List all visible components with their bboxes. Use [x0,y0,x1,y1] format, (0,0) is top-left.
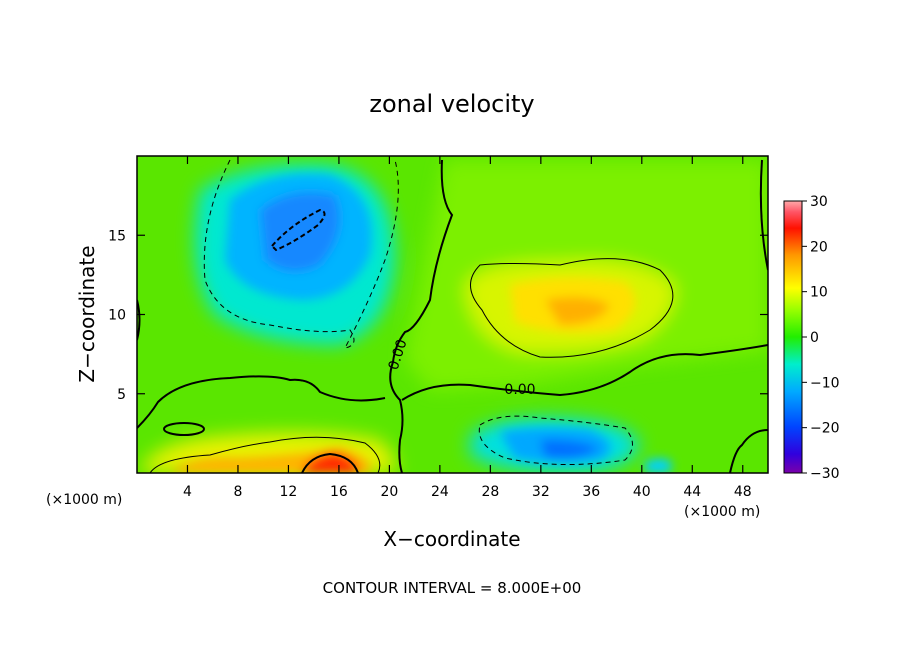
x-tick-label: 32 [532,484,550,500]
x-tick-label: 36 [582,484,600,500]
x-axis: 4 8 12 16 20 24 28 32 36 40 44 48 [183,156,752,500]
x-tick-label: 24 [431,484,449,500]
x-tick-label: 16 [330,484,348,500]
y-tick-label: 15 [108,228,126,244]
x-tick-label: 28 [481,484,499,500]
chart-title: zonal velocity [369,90,534,118]
zero-contour-small-loop [163,422,205,436]
x-tick-label: 40 [633,484,651,500]
plot-area [137,156,768,473]
x-tick-label: 4 [183,484,192,500]
x-tick-label: 48 [734,484,752,500]
x-tick-label: 8 [233,484,242,500]
contour-positive-right [470,258,674,358]
zero-contour-lower-left [137,375,386,429]
x-tick-label: 44 [683,484,701,500]
contour-negative-upper [203,159,399,349]
zero-contour-right-edge [759,159,768,271]
x-axis-label: X−coordinate [383,527,520,551]
contour-negative-core [270,208,326,252]
y-axis-label: Z−coordinate [75,245,99,382]
colorbar-tick-label: −20 [810,421,840,437]
colorbar-tick-label: −10 [810,375,840,391]
y-tick-label: 10 [108,308,126,324]
contour-interval-footer: CONTOUR INTERVAL = 8.000E+00 [323,579,582,597]
y-axis: 5 10 15 [108,228,768,403]
contour-positive-core [301,452,359,473]
colorbar [783,200,803,474]
x-axis-unit-left: (×1000 m) [46,492,122,508]
heatmap-field-blue [260,192,340,272]
colorbar-tick-label: 20 [810,239,828,255]
heatmap-field-cyan-right [645,458,672,473]
contour-label: 0.00 [504,382,535,398]
heatmap-field-deepblue-low [540,439,600,459]
y-tick-label: 5 [117,387,126,403]
contour-positive-bottom [149,436,381,473]
x-axis-unit-right: (×1000 m) [684,504,760,520]
colorbar-tick-label: 0 [810,330,819,346]
zero-contour-lower-right [401,344,768,401]
colorbar-tick-label: −30 [810,466,840,482]
x-tick-label: 20 [380,484,398,500]
colorbar-ticks: 30 20 10 0 −10 −20 −30 [802,194,840,482]
x-tick-label: 12 [280,484,298,500]
colorbar-tick-label: 30 [810,194,828,210]
zero-contour-vertical [389,159,454,473]
heatmap-field-orange [545,296,610,325]
colorbar-tick-label: 10 [810,285,828,301]
zero-contour-bottom-right [729,429,768,473]
